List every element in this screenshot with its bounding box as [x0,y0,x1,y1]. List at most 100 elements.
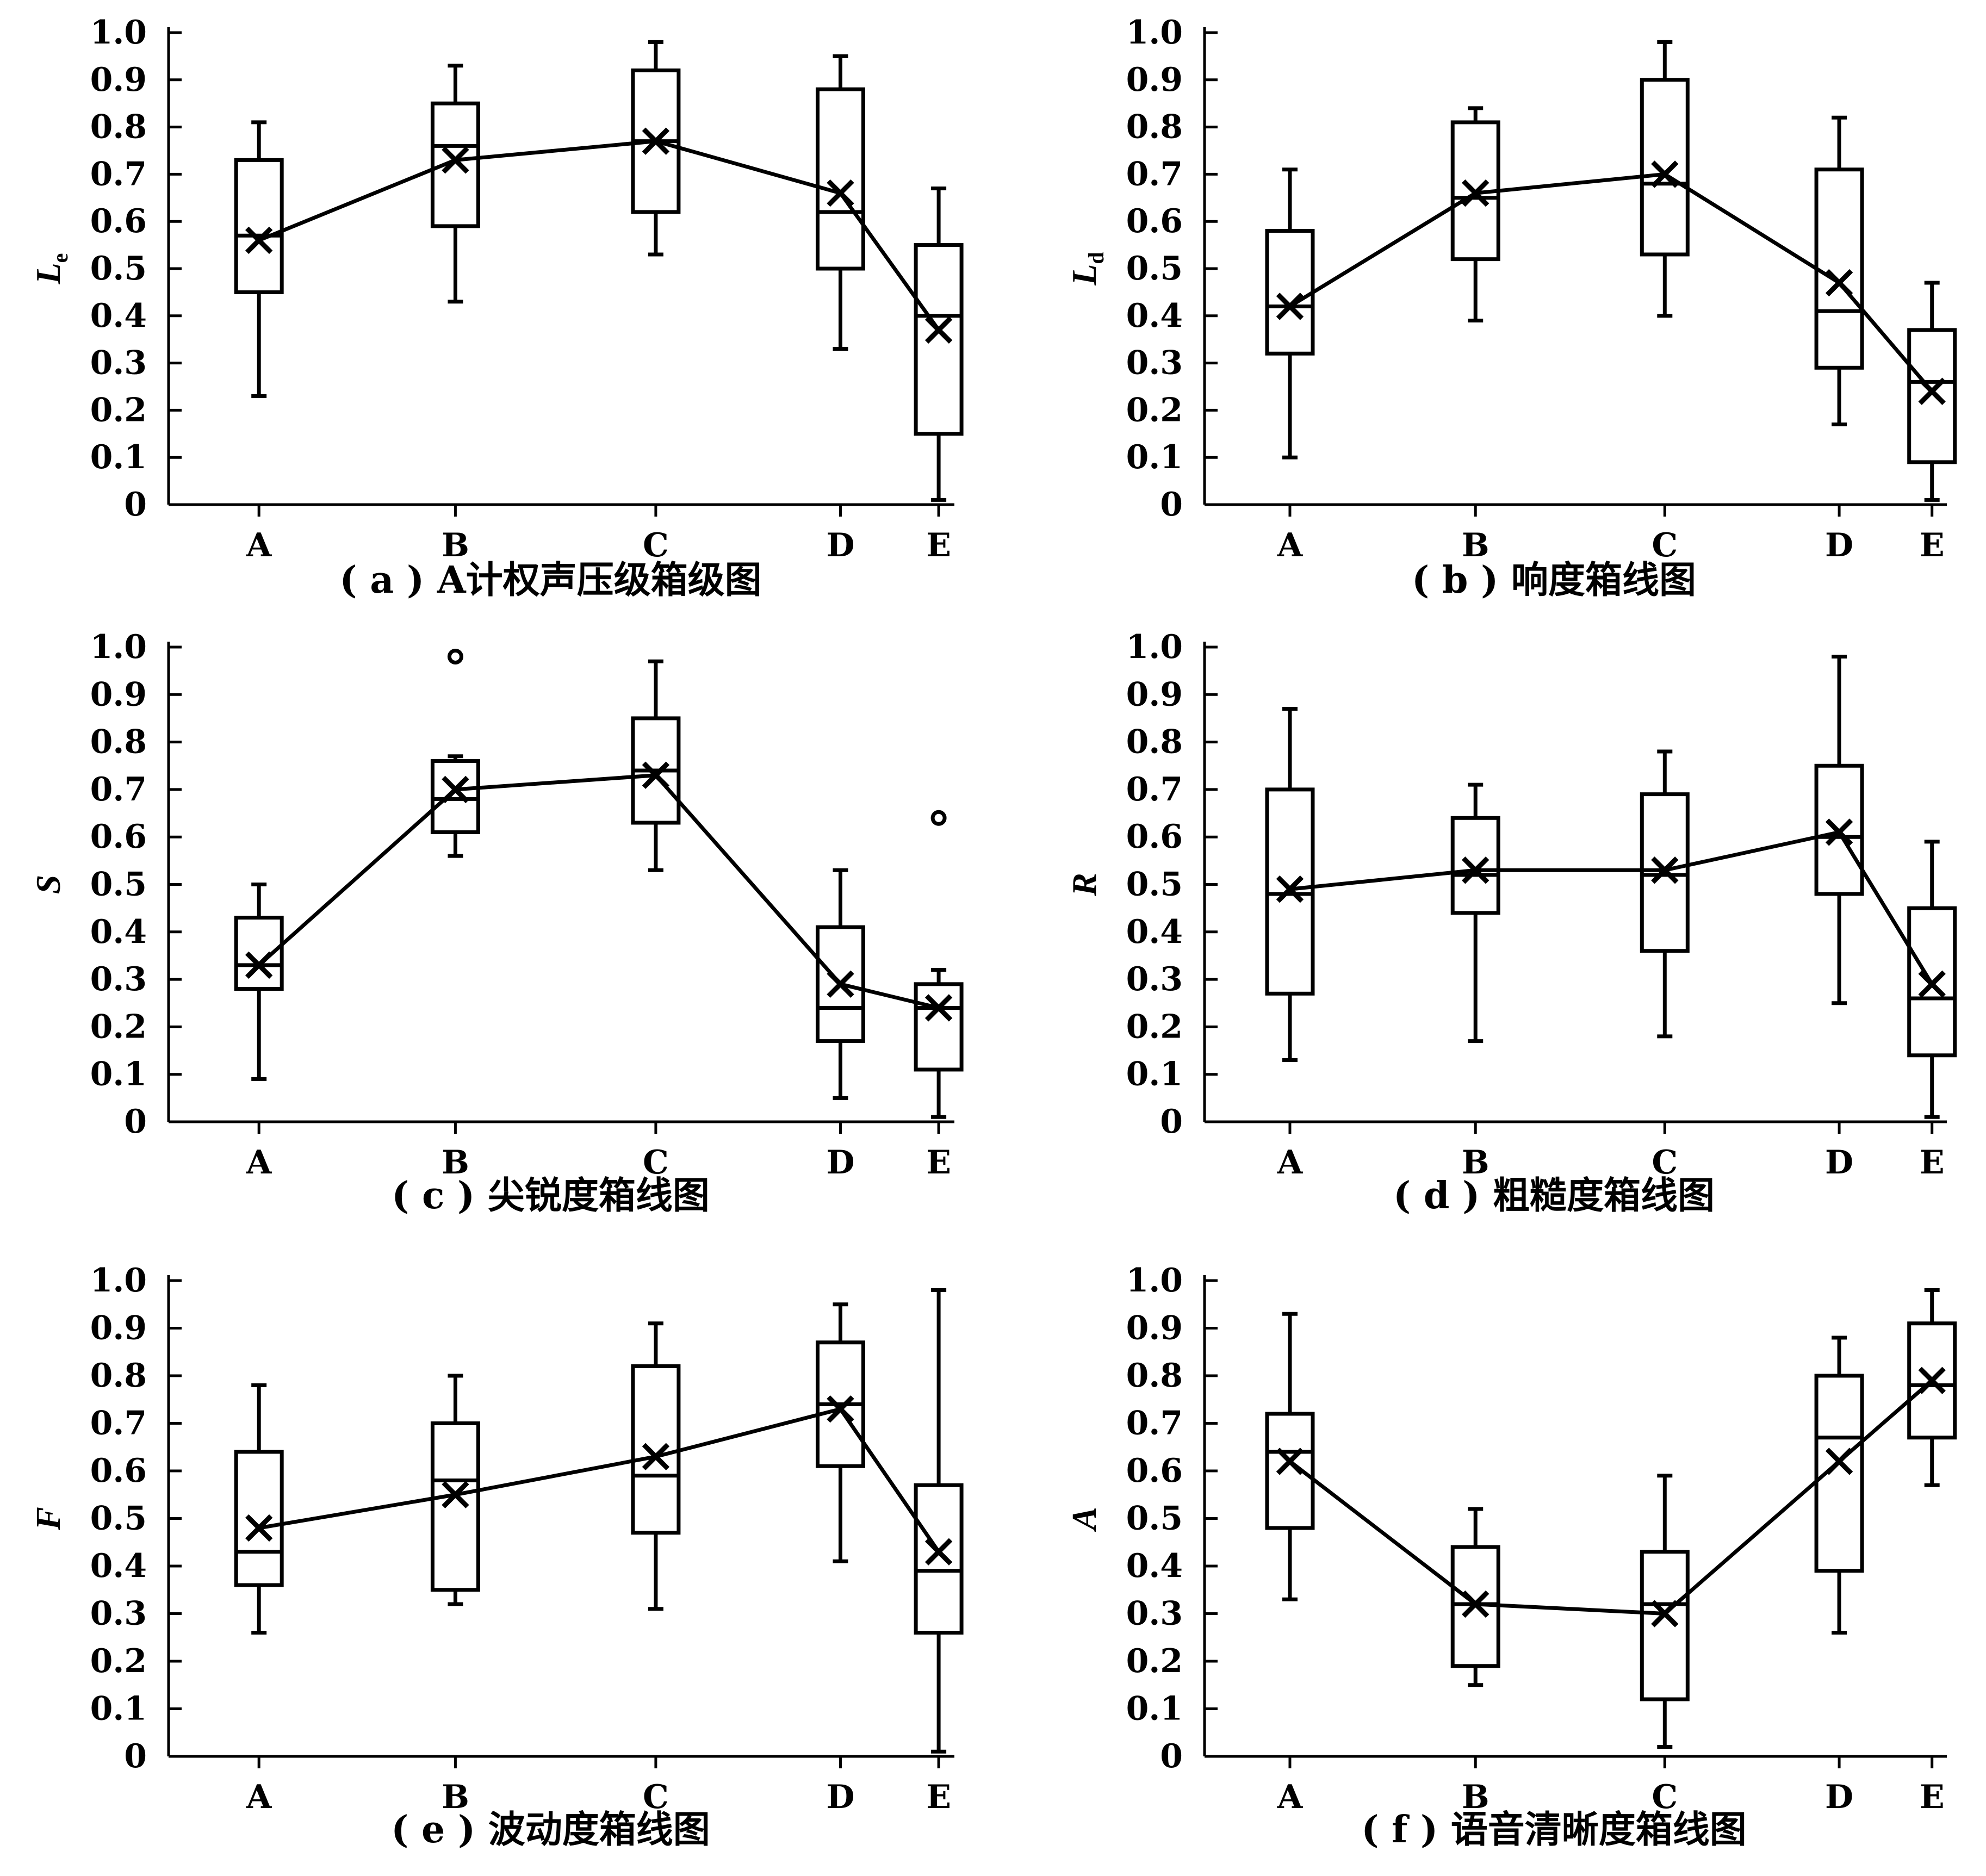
mean-marker-stroke [642,1443,670,1470]
mean-marker-stroke [1462,179,1490,207]
box-D [815,54,865,351]
mean-marker [1918,970,1946,998]
mean-line [1288,1379,1933,1616]
x-tick-label: B [442,1144,469,1182]
box-A [234,1383,284,1635]
chart-panel: 0 0.1 0.2 0.3 0.4 0.5 0.6 0.7 0.8 0.9 1.0 A B C D E S ( c… [29,628,964,1217]
x-tick-label: D [826,1778,854,1816]
iqr-box [430,101,480,228]
mean-marker [442,1481,469,1508]
panel-caption: ( d ) 粗糙度箱线图 [1393,1174,1715,1217]
y-axis-title-main: F [29,1507,67,1531]
y-tick-label: 0.9 [1126,61,1183,99]
box-E [914,1288,964,1754]
y-tick-label: 0.1 [90,438,147,476]
mean-marker-stroke [1651,856,1679,884]
x-tick-label: C [643,1778,669,1816]
chart-panel: 0 0.1 0.2 0.3 0.4 0.5 0.6 0.7 0.8 0.9 1.0 A B C D E Ld ( … [1065,14,1957,602]
box-B [430,1374,480,1606]
mean-marker-stroke [1276,1448,1304,1475]
box-E [1907,1288,1957,1487]
outlier-point [447,648,463,664]
x-tick-label: C [643,1144,669,1182]
y-tick-label: 0.3 [1126,960,1183,998]
y-tick-label: 0 [124,486,147,524]
mean-marker-stroke [1276,293,1304,320]
iqr-box [234,158,284,294]
mean-line [258,139,940,331]
x-tick-label: E [926,1778,951,1816]
mean-marker [1825,269,1853,297]
mean-marker-stroke [827,1395,854,1423]
box-A [1265,706,1315,1063]
x-tick-label: E [926,526,951,564]
box-D [1814,1335,1864,1635]
box-A [234,120,284,398]
mean-marker-stroke [1918,970,1946,998]
box-A [1265,1312,1315,1601]
x-tick-label: D [1825,1778,1853,1816]
y-tick-label: 0.9 [90,675,147,713]
mean-marker [642,127,670,155]
mean-marker [1462,1590,1490,1618]
y-tick-label: 0.2 [1126,391,1183,429]
mean-marker [1918,1366,1946,1394]
mean-marker-stroke [245,226,273,254]
y-tick-label: 0.8 [1126,723,1183,761]
mean-marker [642,1443,670,1470]
x-tick-label: B [1462,526,1490,564]
mean-marker [924,316,953,344]
iqr-box [1640,792,1690,953]
box-E [914,186,964,502]
panel-caption: ( a ) A计权声压级箱级图 [339,558,761,602]
y-tick-label: 0.4 [90,297,147,335]
y-tick-label: 0.2 [1126,1642,1183,1680]
iqr-box [1814,763,1864,896]
mean-marker [924,994,953,1022]
y-tick-label: 0.5 [90,866,147,904]
iqr-box [234,916,284,991]
box-E [1907,840,1957,1119]
mean-marker-stroke [924,1538,953,1566]
box-C [631,1321,681,1611]
chart-panel: 0 0.1 0.2 0.3 0.4 0.5 0.6 0.7 0.8 0.9 1.0 A B C D E Le ( … [29,14,964,602]
y-tick-label: 0.5 [90,250,147,288]
y-tick-label: 0.7 [90,771,147,809]
mean-marker-stroke [1825,818,1853,846]
panel-caption: ( b ) 响度箱线图 [1412,558,1696,602]
y-axis-title: Ld [1065,252,1108,285]
mean-marker-stroke [642,761,670,789]
y-tick-label: 1.0 [1126,628,1183,666]
mean-line [1289,172,1934,393]
mean-marker [827,179,854,207]
iqr-box [234,1450,284,1587]
y-tick-label: 0.9 [90,61,147,99]
y-axis-title-main: R [1065,873,1103,897]
y-tick-label: 0.4 [90,913,147,951]
mean-marker-stroke [1651,160,1679,188]
box-C [1640,749,1690,1039]
chart-panel: 0 0.1 0.2 0.3 0.4 0.5 0.6 0.7 0.8 0.9 1.0 A B C D E R ( d… [1065,628,1957,1217]
y-tick-label: 1.0 [90,628,147,666]
y-tick-label: 0.6 [1126,202,1183,240]
x-tick-label: E [1920,1778,1945,1816]
y-tick-label: 1.0 [90,14,147,52]
x-tick-label: D [826,526,854,564]
box-B [430,64,480,304]
mean-marker [1651,856,1679,884]
y-tick-label: 0.5 [90,1500,147,1538]
mean-marker-stroke [1918,1366,1946,1394]
y-tick-label: 0 [124,1103,147,1141]
mean-marker-stroke [827,179,854,207]
mean-line [258,1407,940,1553]
x-tick-label: C [1652,526,1678,564]
y-tick-label: 0.3 [90,344,147,382]
mean-marker-stroke [442,775,469,804]
mean-marker [245,1514,273,1542]
mean-marker [245,226,273,254]
x-tick-label: A [246,1144,272,1182]
y-tick-label: 0.3 [1126,344,1183,382]
y-tick-label: 0.6 [1126,818,1183,856]
x-tick-label: D [1825,1144,1853,1182]
iqr-box [1265,787,1315,996]
